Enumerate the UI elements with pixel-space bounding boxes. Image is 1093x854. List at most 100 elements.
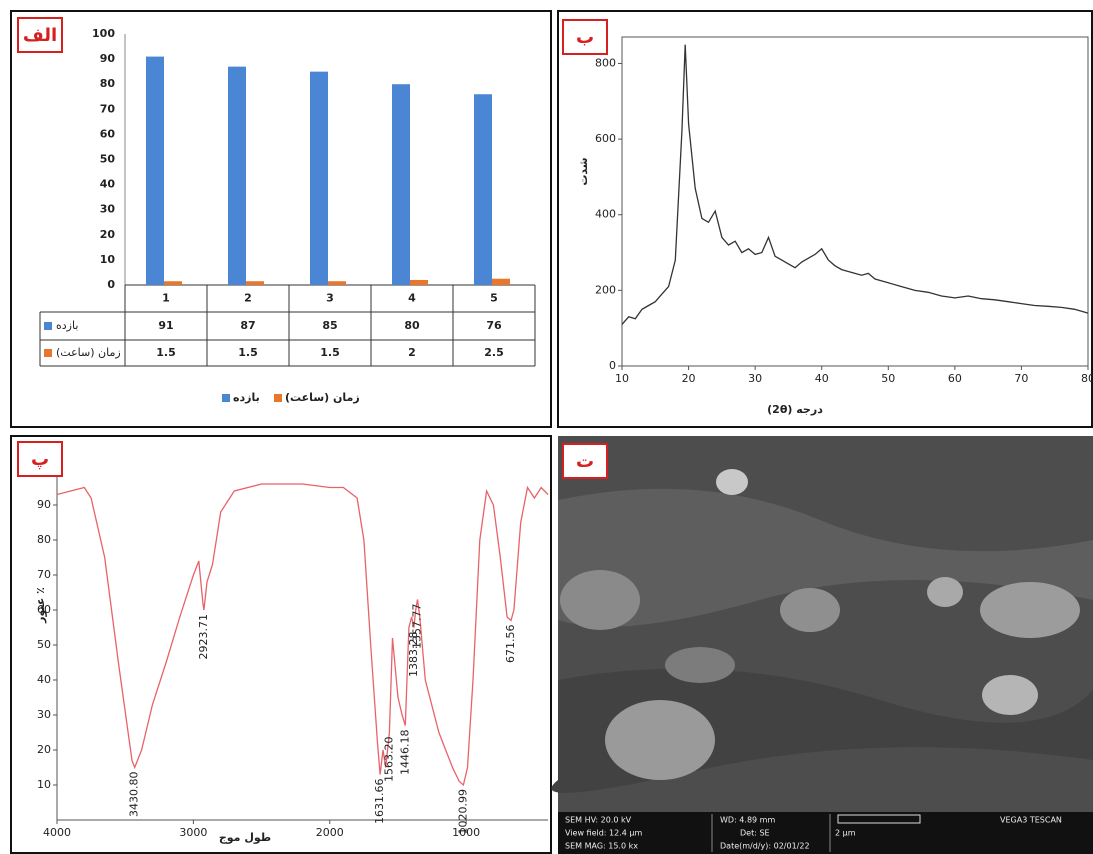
- panel-label: ب: [576, 27, 594, 48]
- x-tick-label: 1000: [452, 826, 480, 839]
- sem-info: WD: 4.89 mm: [720, 816, 775, 825]
- peak-label: 1357.77: [410, 604, 423, 650]
- table-value: 1.5: [156, 346, 176, 359]
- panel-frame: [10, 435, 552, 854]
- legend-key: [44, 322, 52, 330]
- y-tick-label: 0: [107, 278, 115, 291]
- x-tick-label: 20: [682, 372, 696, 385]
- table-value: 2: [408, 346, 416, 359]
- table-value: 80: [404, 319, 420, 332]
- sem-image: [551, 436, 1093, 854]
- y-tick-label: 90: [100, 52, 116, 65]
- bar: [392, 84, 410, 285]
- legend-label: زمان (ساعت): [285, 391, 360, 404]
- y-tick-label: 10: [100, 253, 116, 266]
- peak-label: 1631.66: [373, 779, 386, 825]
- table-value: 2.5: [484, 346, 504, 359]
- y-tick-label: 100: [92, 27, 115, 40]
- table-value: 91: [158, 319, 173, 332]
- x-tick-label: 10: [615, 372, 629, 385]
- sem-info: View field: 12.4 µm: [565, 829, 642, 838]
- sem-particle: [780, 588, 840, 632]
- x-tick-label: 5: [490, 292, 498, 305]
- y-tick-label: 90: [37, 498, 51, 511]
- x-axis-label: (2θ) درجه: [767, 403, 823, 416]
- y-tick-label: 40: [100, 178, 116, 191]
- panel-label: پ: [31, 449, 49, 470]
- peak-label: 3430.80: [128, 772, 141, 818]
- y-tick-label: 70: [100, 102, 116, 115]
- x-tick-label: 60: [948, 372, 962, 385]
- x-tick-label: 3000: [179, 826, 207, 839]
- x-tick-label: 50: [881, 372, 895, 385]
- panel-frame: [10, 10, 552, 428]
- table-value: 1.5: [320, 346, 340, 359]
- bar: [146, 56, 164, 286]
- sem-particle: [982, 675, 1038, 715]
- sem-particle: [560, 570, 640, 630]
- panel-label-box: [562, 443, 608, 479]
- x-tick-label: 70: [1014, 372, 1028, 385]
- panel-frame: [557, 10, 1093, 428]
- peak-label: 2923.71: [197, 614, 210, 660]
- y-tick-label: 600: [595, 132, 616, 145]
- peak-label: 671.56: [504, 625, 517, 664]
- y-tick-label: 60: [37, 603, 51, 616]
- y-tick-label: 200: [595, 283, 616, 296]
- x-tick-label: 1: [162, 292, 170, 305]
- bar: [474, 94, 492, 286]
- bar: [246, 281, 264, 285]
- sem-particle: [605, 700, 715, 780]
- y-axis-label: عبور ٪: [34, 587, 47, 624]
- sem-info: Date(m/d/y): 02/01/22: [720, 842, 810, 851]
- y-tick-label: 50: [100, 153, 116, 166]
- peak-label: 1446.18: [398, 730, 411, 776]
- y-tick-label: 80: [100, 77, 116, 90]
- sem-info: 2 µm: [835, 829, 856, 838]
- panel-label: ت: [576, 451, 594, 472]
- sem-particle: [716, 469, 748, 495]
- legend-key: [222, 394, 230, 402]
- bar: [410, 279, 428, 285]
- bar: [328, 281, 346, 285]
- table-value: 76: [486, 319, 502, 332]
- y-tick-label: 30: [37, 708, 51, 721]
- x-axis-label: طول موج: [219, 831, 271, 845]
- sem-particle: [665, 647, 735, 683]
- table-value: 85: [322, 319, 337, 332]
- y-tick-label: 20: [100, 228, 116, 241]
- y-tick-label: 60: [100, 127, 116, 140]
- bar: [492, 278, 510, 285]
- panel-label: الف: [23, 25, 57, 46]
- sem-info: VEGA3 TESCAN: [1000, 816, 1062, 825]
- plot-frame: [621, 36, 1089, 367]
- y-tick-label: 30: [100, 203, 116, 216]
- sem-scale-bar: [837, 814, 921, 824]
- x-tick-label: 40: [815, 372, 829, 385]
- y-tick-label: 40: [37, 673, 51, 686]
- panel-label-box: [17, 441, 63, 477]
- legend-label: بازده: [56, 319, 78, 332]
- x-tick-label: 80: [1081, 372, 1093, 385]
- x-tick-label: 2: [244, 292, 252, 305]
- sem-particle: [927, 577, 963, 607]
- x-tick-label: 3: [326, 292, 334, 305]
- peak-label: 1020.99: [456, 789, 469, 835]
- sem-info: SEM HV: 20.0 kV: [565, 816, 632, 825]
- y-tick-label: 20: [37, 743, 51, 756]
- sem-info-bar: [558, 812, 1093, 854]
- sem-texture: [558, 488, 1093, 627]
- y-tick-label: 50: [37, 638, 51, 651]
- data-line: [621, 44, 1089, 325]
- data-line: [56, 483, 549, 787]
- bar: [310, 71, 328, 286]
- table-value: 1.5: [238, 346, 258, 359]
- peak-label: 1563.20: [382, 737, 395, 783]
- peak-label: 1383.28: [407, 632, 420, 678]
- sem-info: Det: SE: [740, 829, 770, 838]
- y-tick-label: 80: [37, 533, 51, 546]
- x-tick-label: 30: [748, 372, 762, 385]
- x-tick-label: 2000: [316, 826, 344, 839]
- bar: [164, 281, 182, 285]
- legend-key: [274, 394, 282, 402]
